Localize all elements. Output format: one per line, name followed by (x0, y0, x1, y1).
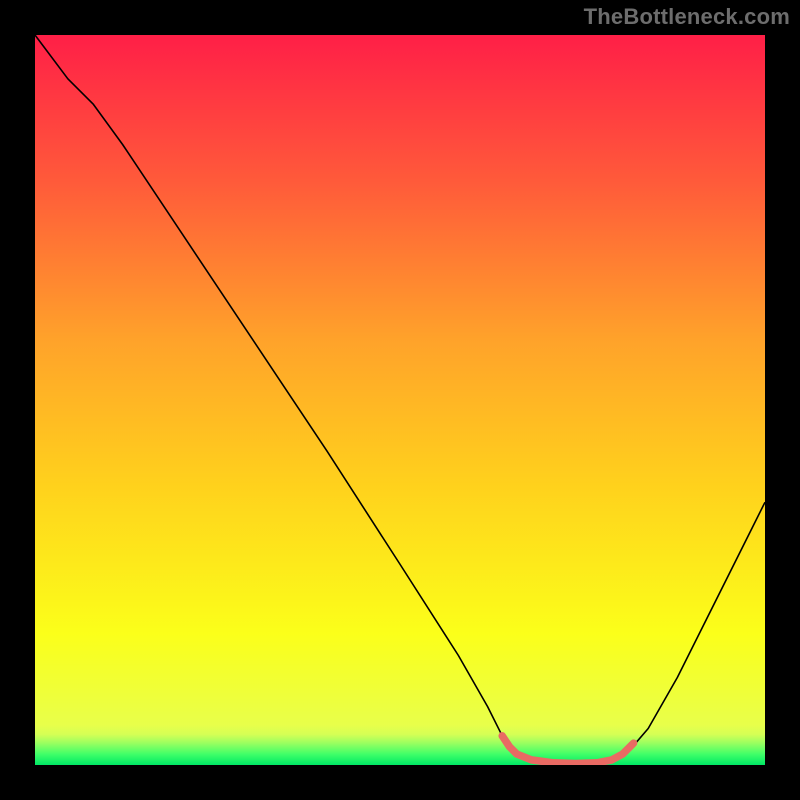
chart-svg (35, 35, 765, 765)
watermark-text: TheBottleneck.com (584, 4, 790, 30)
plot-area (35, 35, 765, 765)
chart-canvas: TheBottleneck.com (0, 0, 800, 800)
gradient-background (35, 35, 765, 765)
